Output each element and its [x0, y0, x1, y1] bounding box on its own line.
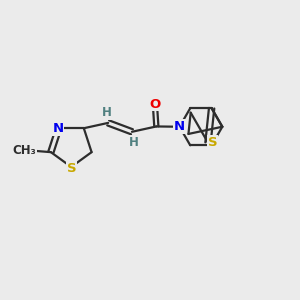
Text: CH₃: CH₃ [12, 144, 36, 157]
Text: S: S [208, 136, 217, 149]
Text: H: H [102, 106, 112, 119]
Text: S: S [67, 162, 76, 175]
Text: H: H [128, 136, 138, 149]
Text: N: N [174, 120, 185, 133]
Text: O: O [149, 98, 161, 111]
Text: N: N [52, 122, 64, 135]
